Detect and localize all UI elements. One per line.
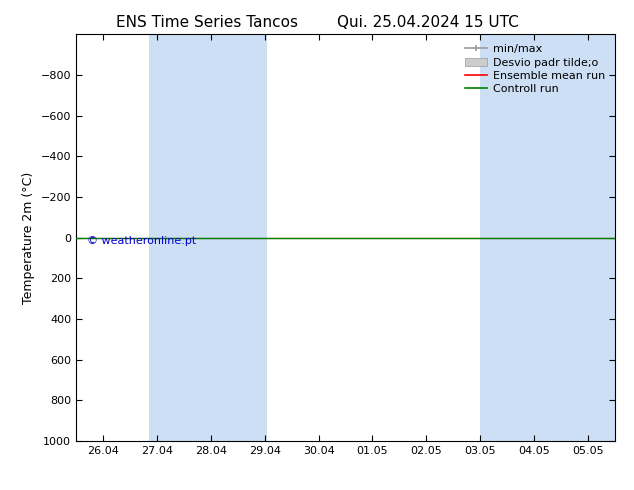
- Bar: [149, 34, 184, 441]
- Text: ENS Time Series Tancos        Qui. 25.04.2024 15 UTC: ENS Time Series Tancos Qui. 25.04.2024 1…: [115, 15, 519, 30]
- Bar: [481, 34, 537, 441]
- Legend: min/max, Desvio padr tilde;o, Ensemble mean run, Controll run: min/max, Desvio padr tilde;o, Ensemble m…: [460, 40, 609, 99]
- Text: © weatheronline.pt: © weatheronline.pt: [87, 236, 196, 245]
- Y-axis label: Temperature 2m (°C): Temperature 2m (°C): [22, 172, 35, 304]
- Bar: [184, 34, 268, 441]
- Bar: [537, 34, 620, 441]
